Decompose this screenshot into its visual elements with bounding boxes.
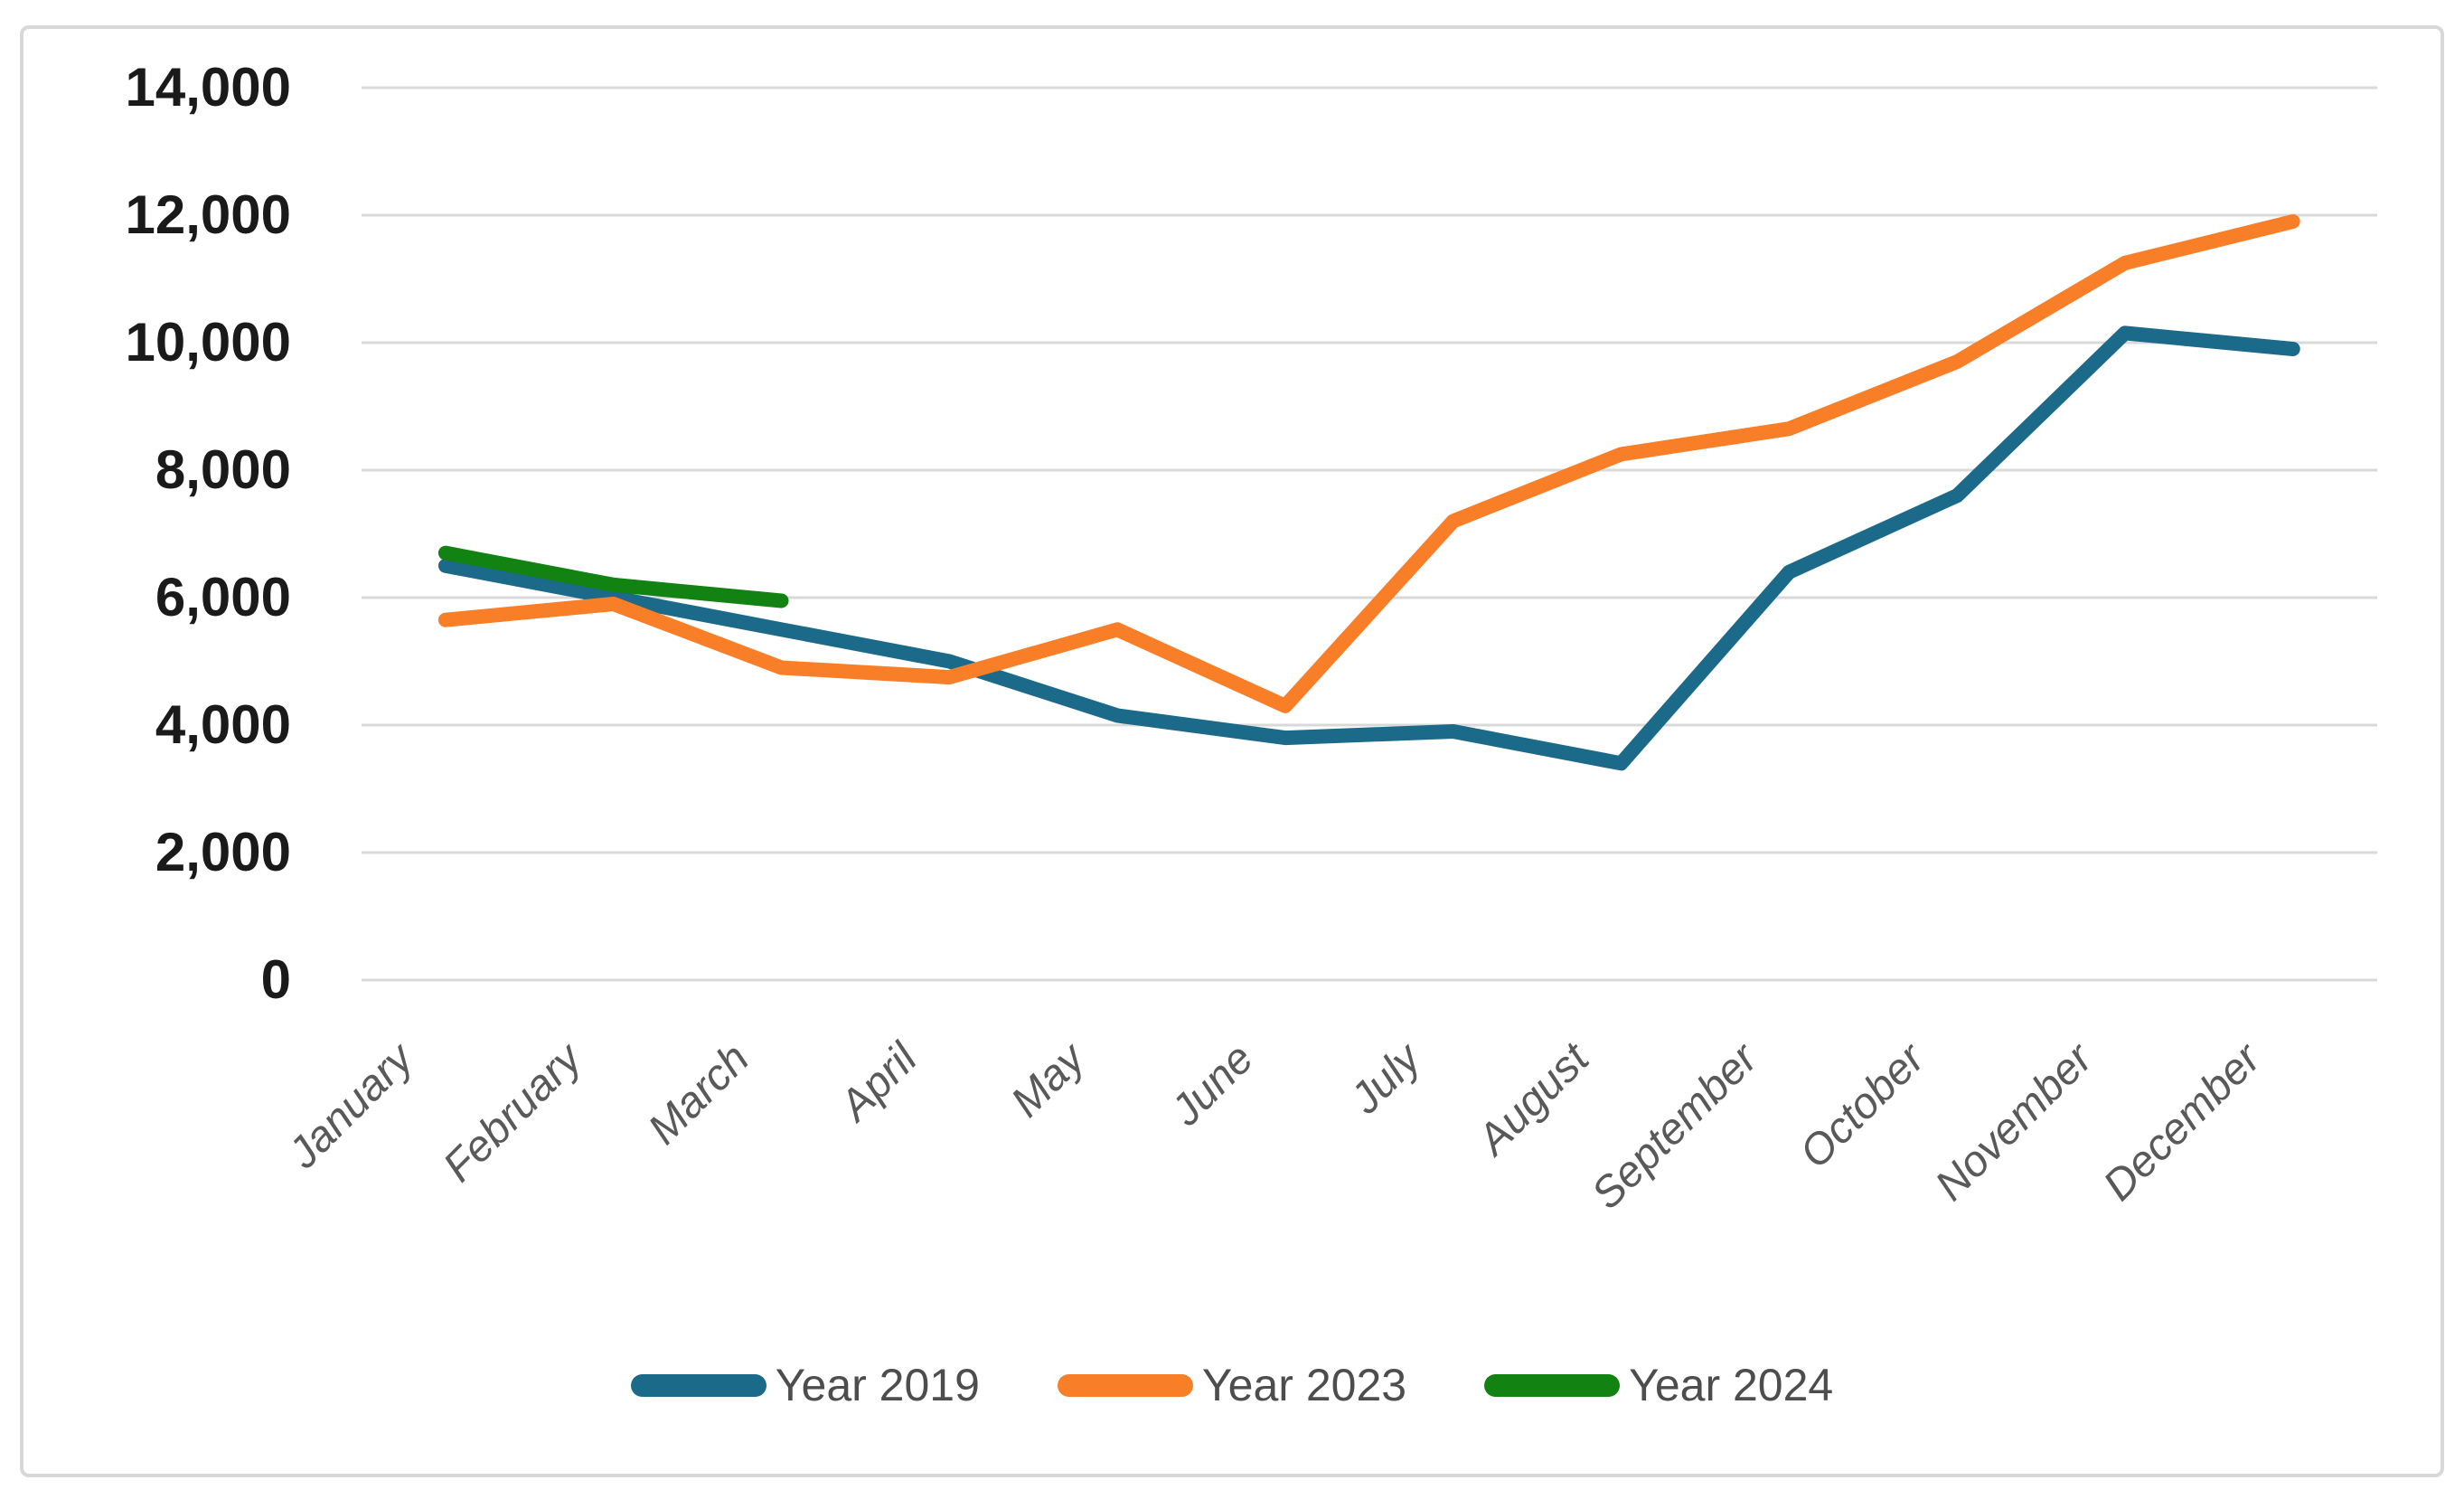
legend-swatch-icon [630, 1373, 766, 1397]
legend-swatch-icon [1057, 1373, 1193, 1397]
series-line-year-2024 [437, 545, 789, 608]
y-axis-tick-label: 2,000 [155, 822, 291, 882]
series-line-year-2023 [437, 214, 2300, 713]
y-axis-tick-label: 10,000 [125, 312, 291, 372]
legend-item-year-2024: Year 2024 [1484, 1360, 1833, 1410]
chart-card [20, 25, 2444, 1477]
chart-legend: Year 2019 Year 2023 Year 2024 [0, 1349, 2464, 1421]
legend-swatch-icon [1484, 1373, 1621, 1397]
y-axis-tick-label: 12,000 [125, 184, 291, 245]
legend-item-year-2023: Year 2023 [1057, 1360, 1407, 1410]
y-axis-tick-label: 0 [260, 949, 291, 1010]
series-line-year-2019 [437, 325, 2300, 771]
y-axis-tick-label: 6,000 [155, 567, 291, 627]
legend-item-year-2019: Year 2019 [630, 1360, 980, 1410]
legend-label: Year 2024 [1629, 1360, 1834, 1410]
legend-label: Year 2019 [775, 1360, 980, 1410]
y-axis-tick-label: 4,000 [155, 694, 291, 755]
legend-label: Year 2023 [1201, 1360, 1407, 1410]
y-axis-tick-label: 14,000 [125, 57, 291, 118]
y-axis-tick-label: 8,000 [155, 439, 291, 500]
